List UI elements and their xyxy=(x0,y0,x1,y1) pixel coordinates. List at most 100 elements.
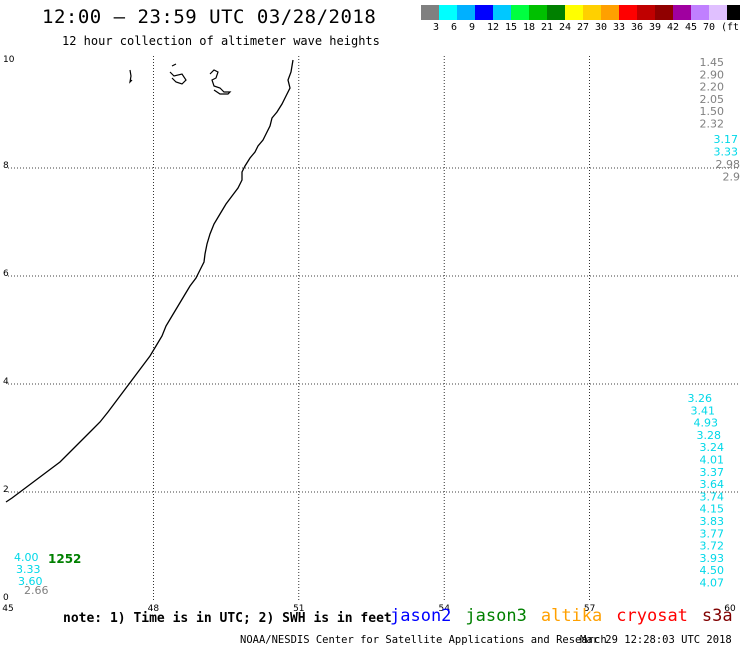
legend-swatch xyxy=(637,5,655,20)
x-tick-label: 45 xyxy=(2,604,13,614)
legend-swatch xyxy=(583,5,601,20)
satellite-jason2: jason2 xyxy=(390,606,452,626)
legend-label: 30 xyxy=(595,22,608,33)
legend-label: 27 xyxy=(577,22,590,33)
wave-height-label: 4.07 xyxy=(700,577,725,590)
y-tick-label: 2 xyxy=(3,485,9,495)
legend-swatch xyxy=(421,5,439,20)
x-tick-label: 51 xyxy=(293,604,304,614)
axis-ticks: 45 48 51 54 57 60 0 2 4 6 8 10 xyxy=(2,55,736,614)
map-subtitle: 12 hour collection of altimeter wave hei… xyxy=(62,34,380,48)
legend-swatch xyxy=(655,5,673,20)
legend-swatch xyxy=(511,5,529,20)
wave-height-label: 3.17 xyxy=(714,133,739,146)
legend-label: (ft) xyxy=(721,22,740,33)
wave-height-label: 3.41 xyxy=(691,404,716,417)
legend-label: 12 xyxy=(487,22,500,33)
y-tick-label: 0 xyxy=(3,593,9,603)
legend-label: 33 xyxy=(613,22,626,33)
wave-height-label: 3.33 xyxy=(16,563,41,576)
wave-height-label: 4.50 xyxy=(700,564,725,577)
grid-lines xyxy=(8,56,740,600)
wave-height-label: 4.00 xyxy=(14,551,39,564)
legend-label: 39 xyxy=(649,22,662,33)
wave-height-label: 2.66 xyxy=(24,584,49,597)
wave-height-label: 3.74 xyxy=(700,490,725,503)
legend-swatch xyxy=(601,5,619,20)
wave-height-label: 2.90 xyxy=(700,68,725,81)
island-3 xyxy=(209,69,232,95)
legend-swatch xyxy=(547,5,565,20)
wave-height-label: 3.60 xyxy=(18,575,43,588)
wave-height-label: 2.98 xyxy=(716,158,740,171)
wave-height-label: 3.33 xyxy=(714,145,739,158)
wave-height-label: 3.83 xyxy=(700,515,725,528)
wave-height-label: 3.26 xyxy=(688,392,713,405)
x-tick-label: 54 xyxy=(438,604,450,614)
legend-label: 15 xyxy=(505,22,518,33)
y-tick-label: 6 xyxy=(3,269,9,279)
wave-height-label: 1.50 xyxy=(700,105,725,118)
wave-height-label: 4.93 xyxy=(694,417,719,430)
wave-height-labels: 1.452.902.202.051.502.323.173.332.982.93… xyxy=(14,56,740,597)
x-tick-label: 48 xyxy=(148,604,160,614)
y-tick-label: 4 xyxy=(3,377,9,387)
legend-label: 3 xyxy=(433,22,440,33)
island-2 xyxy=(169,63,187,85)
legend-label: 45 xyxy=(685,22,698,33)
legend-label: 36 xyxy=(631,22,644,33)
legend-swatch xyxy=(457,5,475,20)
wave-height-label: 2.32 xyxy=(700,118,725,131)
legend-label: 24 xyxy=(559,22,572,33)
map-title: 12:00 – 23:59 UTC 03/28/2018 xyxy=(42,6,377,28)
legend-swatch xyxy=(709,5,727,20)
coastline xyxy=(5,59,294,503)
legend-swatch xyxy=(565,5,583,20)
wave-height-label: 2.05 xyxy=(700,93,725,106)
observation-count: 1252 xyxy=(48,552,81,566)
wave-height-label: 3.24 xyxy=(700,441,725,454)
wave-height-label: 4.15 xyxy=(700,503,725,516)
generation-timestamp: Mar 29 12:28:03 UTC 2018 xyxy=(580,634,732,646)
legend-label: 18 xyxy=(523,22,536,33)
legend-swatch xyxy=(439,5,457,20)
footer-note: note: 1) Time is in UTC; 2) SWH is in fe… xyxy=(63,611,392,626)
legend-label: 9 xyxy=(469,22,476,33)
satellite-cryosat: cryosat xyxy=(616,606,688,626)
wave-height-label: 3.72 xyxy=(700,540,725,553)
wave-height-label: 3.28 xyxy=(697,429,722,442)
legend-swatch xyxy=(691,5,709,20)
wave-height-label: 4.01 xyxy=(700,454,725,467)
legend-swatch xyxy=(529,5,547,20)
wave-height-label: 3.77 xyxy=(700,527,725,540)
wave-height-label: 1.45 xyxy=(700,56,725,69)
legend-swatch xyxy=(673,5,691,20)
credit-line: NOAA/NESDIS Center for Satellite Applica… xyxy=(240,634,607,646)
legend-swatch xyxy=(475,5,493,20)
x-tick-label: 60 xyxy=(724,604,736,614)
wave-height-label: 2.20 xyxy=(700,81,725,94)
satellite-legend: jason2 jason3 altika cryosat s3a xyxy=(390,606,740,626)
wave-height-label: 3.64 xyxy=(700,478,725,491)
legend-swatch xyxy=(619,5,637,20)
x-tick-label: 57 xyxy=(584,604,595,614)
satellite-s3a: s3a xyxy=(701,606,733,626)
legend-label: 42 xyxy=(667,22,680,33)
legend-label: 70 xyxy=(703,22,716,33)
satellite-jason3: jason3 xyxy=(465,606,527,626)
legend-swatch xyxy=(493,5,511,20)
legend-label: 6 xyxy=(451,22,458,33)
island-1 xyxy=(129,69,133,84)
legend-swatch xyxy=(727,5,740,20)
y-tick-label: 10 xyxy=(3,55,15,65)
satellite-altika: altika xyxy=(540,606,603,626)
legend-swatches xyxy=(421,5,740,20)
legend-label: 21 xyxy=(541,22,554,33)
wave-height-label: 3.93 xyxy=(700,552,725,565)
wave-height-label: 2.9 xyxy=(723,170,740,183)
wave-height-label: 3.37 xyxy=(700,466,725,479)
y-tick-label: 8 xyxy=(3,161,9,171)
